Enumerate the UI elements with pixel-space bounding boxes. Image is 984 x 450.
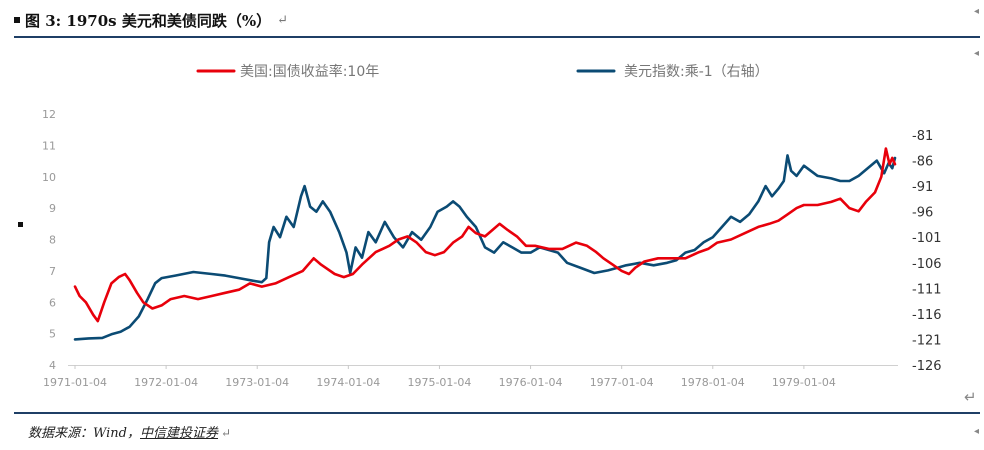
left-tick-label: 4 bbox=[49, 359, 56, 372]
source-brand: 中信建投证券 bbox=[140, 426, 219, 441]
source-note: 数据来源：Wind，中信建投证券 ↵ bbox=[28, 422, 231, 441]
paragraph-return-icon: ↵ bbox=[964, 388, 977, 406]
right-tick-label: -116 bbox=[912, 308, 942, 323]
edge-arrow-icon: ◂ bbox=[974, 48, 980, 59]
left-tick-label: 9 bbox=[49, 202, 56, 215]
x-tick-label: 1976-01-04 bbox=[499, 376, 563, 389]
x-tick-label: 1973-01-04 bbox=[225, 376, 289, 389]
right-tick-label: -106 bbox=[912, 257, 942, 272]
legend-label-2: 美元指数:乘-1（右轴） bbox=[624, 64, 769, 80]
left-tick-label: 7 bbox=[49, 265, 56, 278]
left-tick-label: 5 bbox=[49, 328, 56, 341]
x-tick-label: 1975-01-04 bbox=[407, 376, 471, 389]
paragraph-return-icon: ↵ bbox=[277, 12, 288, 28]
legend-label-1: 美国:国债收益率:10年 bbox=[240, 63, 379, 80]
series-line-2 bbox=[73, 154, 897, 341]
right-tick-label: -101 bbox=[912, 231, 942, 246]
right-tick-label: -91 bbox=[912, 180, 933, 195]
paragraph-return-icon: ↵ bbox=[221, 426, 232, 440]
x-tick-label: 1978-01-04 bbox=[681, 376, 745, 389]
figure-title-text: 图 3: 1970s 美元和美债同跌（%） bbox=[25, 11, 272, 30]
edge-arrow-icon: ◂ bbox=[974, 6, 980, 17]
figure-title: 图 3: 1970s 美元和美债同跌（%） ↵ bbox=[14, 8, 288, 32]
top-rule bbox=[14, 36, 980, 38]
left-bullet-marker bbox=[18, 222, 23, 227]
right-tick-label: -111 bbox=[912, 282, 942, 297]
left-tick-label: 6 bbox=[49, 296, 56, 309]
x-tick-label: 1979-01-04 bbox=[772, 376, 836, 389]
x-tick-label: 1977-01-04 bbox=[590, 376, 654, 389]
series-lines bbox=[73, 147, 897, 341]
left-tick-label: 12 bbox=[42, 108, 56, 121]
series-line-1 bbox=[73, 147, 897, 323]
x-tick-label: 1972-01-04 bbox=[134, 376, 198, 389]
right-tick-label: -81 bbox=[912, 129, 933, 144]
left-tick-label: 8 bbox=[49, 234, 56, 247]
legend: 美国:国债收益率:10年 美元指数:乘-1（右轴） bbox=[196, 63, 769, 80]
right-tick-label: -96 bbox=[912, 206, 933, 221]
bottom-rule bbox=[14, 412, 980, 414]
right-tick-label: -86 bbox=[912, 155, 933, 170]
axis-ticks: 4 5 6 7 8 9 10 11 12 -81 -86 -91 -96 -101 -106 -111 -116… bbox=[42, 108, 942, 389]
x-tick-label: 1974-01-04 bbox=[316, 376, 380, 389]
left-tick-label: 11 bbox=[42, 139, 56, 152]
edge-arrow-icon: ◂ bbox=[974, 426, 980, 437]
source-prefix: 数据来源：Wind， bbox=[28, 426, 140, 441]
bullet-marker bbox=[14, 17, 20, 23]
right-tick-label: -126 bbox=[912, 359, 942, 374]
right-tick-label: -121 bbox=[912, 333, 942, 348]
x-tick-label: 1971-01-04 bbox=[43, 376, 107, 389]
left-tick-label: 10 bbox=[42, 171, 56, 184]
